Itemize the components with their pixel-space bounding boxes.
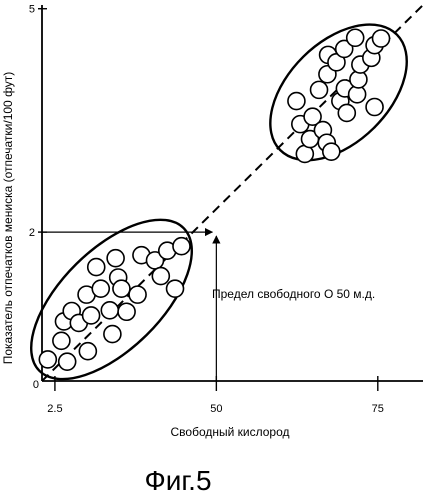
data-point (172, 236, 191, 256)
data-point (78, 341, 98, 361)
data-point (165, 279, 185, 298)
cluster-ellipse (30, 218, 193, 381)
data-point (57, 352, 77, 371)
data-point (309, 80, 329, 100)
data-point (334, 39, 354, 59)
data-point (112, 279, 131, 298)
y-tick-label: 0 (33, 379, 39, 391)
limit-annotation: Предел свободного О 50 м.д. (212, 287, 375, 301)
data-point (337, 103, 357, 123)
data-point (151, 266, 171, 286)
data-point (371, 29, 391, 48)
cluster-ellipse (269, 23, 408, 162)
data-point (345, 28, 365, 48)
data-point (81, 306, 101, 325)
data-point (91, 279, 111, 298)
y-axis-title: Показатель отпечатков мениска (отпечатки… (1, 72, 15, 365)
data-point (128, 285, 147, 304)
data-point (303, 107, 322, 126)
y-tick-label: 2 (29, 227, 35, 239)
data-point (322, 142, 341, 161)
data-point (38, 350, 58, 369)
y-tick-label: 5 (29, 4, 35, 16)
x-tick-label: 2.5 (47, 403, 62, 415)
x-tick-label: 75 (372, 403, 384, 415)
data-point (365, 97, 384, 117)
data-point (103, 324, 122, 344)
data-point (86, 257, 106, 277)
x-tick-label: 50 (210, 403, 222, 415)
data-point (100, 300, 120, 320)
data-point (117, 302, 136, 322)
figure-caption: Фиг.5 (144, 465, 211, 496)
data-point (106, 248, 125, 268)
data-point (287, 91, 306, 111)
x-axis-title: Свободный кислород (170, 425, 289, 439)
data-point (52, 331, 71, 351)
